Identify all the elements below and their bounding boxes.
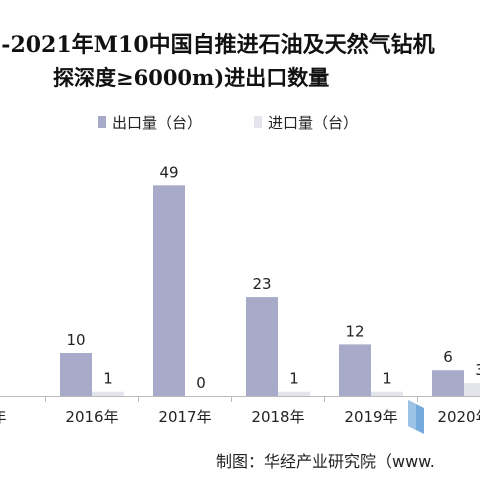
legend-swatch-export bbox=[98, 116, 106, 128]
x-tick-label-2: 2017年 bbox=[158, 408, 211, 426]
huajing-logo bbox=[408, 400, 424, 434]
chart-title-line-2: 探深度≥6000m)进出口数量 bbox=[53, 65, 330, 90]
bar-import-3 bbox=[278, 391, 310, 396]
bar-export-4 bbox=[339, 344, 371, 396]
data-label-import-2: 0 bbox=[196, 374, 206, 392]
bar-export-3 bbox=[246, 297, 278, 396]
chart-title: 5-2021年M10中国自推进石油及天然气钻机 探深度≥6000m)进出口数量 bbox=[0, 0, 480, 100]
legend-label-import: 进口量（台） bbox=[268, 113, 359, 132]
data-label-import-4: 1 bbox=[382, 370, 392, 388]
chart-title-line-1: 5-2021年M10中国自推进石油及天然气钻机 bbox=[0, 32, 435, 58]
data-label-export-3: 23 bbox=[252, 275, 271, 293]
legend-swatch-import bbox=[254, 116, 262, 128]
bar-export-1 bbox=[60, 353, 92, 396]
legend-label-export: 出口量（台） bbox=[112, 113, 203, 132]
legend-item-import: 进口量（台） bbox=[254, 108, 358, 136]
bar-import-4 bbox=[371, 391, 403, 396]
x-tick-label-1: 2016年 bbox=[65, 408, 118, 426]
x-tick-label-0: 年 bbox=[0, 408, 7, 426]
source-note: 制图：华经产业研究院（www. bbox=[216, 452, 435, 471]
x-tick-label-4: 2019年 bbox=[344, 408, 397, 426]
chart-legend: 出口量（台） 进口量（台） bbox=[0, 108, 480, 136]
data-label-export-1: 10 bbox=[66, 331, 85, 349]
legend-item-export: 出口量（台） bbox=[98, 108, 202, 136]
bar-export-5 bbox=[432, 370, 464, 396]
x-tick-label-5: 2020年 bbox=[437, 408, 480, 426]
data-label-import-1: 1 bbox=[103, 370, 113, 388]
bar-import-5 bbox=[464, 383, 480, 396]
data-label-import-5: 3 bbox=[475, 361, 480, 379]
bar-import-1 bbox=[92, 391, 124, 396]
x-tick-label-3: 2018年 bbox=[251, 408, 304, 426]
bar-export-2 bbox=[153, 185, 185, 396]
data-label-export-5: 6 bbox=[443, 348, 453, 366]
data-label-import-3: 1 bbox=[289, 370, 299, 388]
data-label-export-2: 49 bbox=[159, 163, 178, 181]
data-label-export-4: 12 bbox=[345, 322, 364, 340]
